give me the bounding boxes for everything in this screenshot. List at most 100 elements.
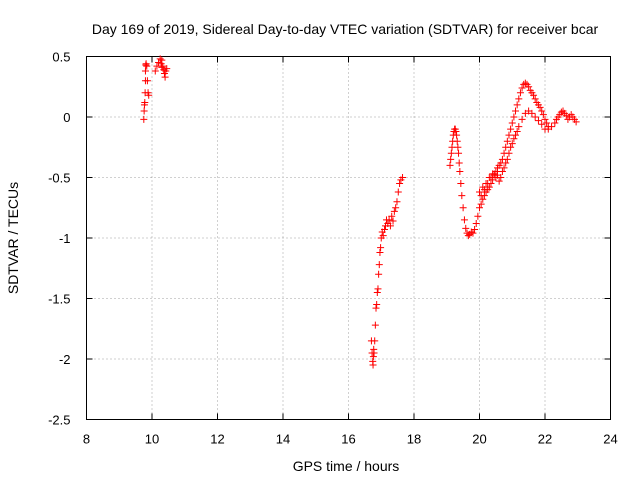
y-tick-label: -2 [59, 352, 71, 367]
axis-ticks: 8 10 12 14 16 18 20 22 24 0.5 0 -0.5 -1 -1.5 -2 -2.5 [48, 50, 618, 447]
data-point [518, 84, 526, 92]
data-point [377, 244, 385, 252]
data-point [143, 62, 151, 70]
data-point [462, 224, 470, 232]
data-point [572, 118, 580, 126]
data-point [369, 353, 377, 361]
data-point [393, 198, 401, 206]
data-point [141, 98, 149, 106]
data-point [372, 304, 380, 312]
data-point [515, 123, 523, 131]
data-point [484, 180, 492, 188]
data-point [557, 108, 565, 116]
y-tick-label: 0 [63, 110, 70, 125]
x-tick-label: 22 [538, 432, 552, 447]
data-point [515, 95, 523, 103]
data-point [156, 55, 164, 63]
data-point [512, 107, 520, 115]
x-tick-label: 14 [276, 432, 290, 447]
data-point [388, 212, 396, 220]
data-point [447, 155, 455, 163]
data-point [371, 321, 379, 329]
y-tick-label: -2.5 [48, 413, 70, 428]
data-point [392, 204, 400, 212]
data-point [158, 56, 166, 64]
data-point [452, 128, 460, 136]
data-point [513, 101, 521, 109]
data-point [525, 83, 533, 91]
data-point [469, 229, 477, 237]
data-point [385, 216, 393, 224]
data-point [143, 77, 151, 85]
data-point [375, 270, 383, 278]
data-point [539, 111, 547, 119]
data-point [508, 140, 516, 148]
data-point [386, 222, 394, 230]
data-point [507, 143, 515, 151]
data-point [390, 207, 398, 215]
data-point [500, 164, 508, 172]
data-point [455, 159, 463, 167]
y-tick-label: -1.5 [48, 292, 70, 307]
data-point [487, 174, 495, 181]
x-tick-label: 20 [472, 432, 486, 447]
data-point [543, 119, 551, 127]
data-point [369, 361, 377, 369]
data-point [531, 113, 539, 121]
data-point [534, 117, 542, 125]
y-tick-label: -0.5 [48, 171, 70, 186]
data-points [140, 55, 580, 369]
data-point [508, 119, 516, 127]
data-point [510, 135, 518, 143]
data-point [512, 131, 520, 139]
data-point [373, 301, 381, 309]
data-point [518, 115, 526, 123]
data-point [453, 137, 461, 145]
data-point [536, 103, 544, 111]
data-point [495, 177, 503, 185]
data-point [503, 155, 511, 163]
data-point [145, 91, 153, 99]
data-point [548, 123, 556, 131]
data-point [541, 115, 549, 123]
data-point [474, 212, 482, 220]
data-point [453, 131, 461, 139]
data-point [476, 204, 483, 212]
data-point [381, 226, 389, 234]
data-point [505, 131, 513, 139]
data-point [485, 183, 493, 191]
data-point [530, 91, 538, 99]
data-point [460, 216, 468, 224]
data-point [497, 174, 505, 181]
data-point [472, 219, 480, 227]
data-point [153, 62, 161, 70]
data-point [158, 63, 166, 71]
chart-title: Day 169 of 2019, Sidereal Day-to-day VTE… [92, 21, 599, 37]
data-point [399, 174, 407, 181]
data-point [490, 170, 498, 178]
data-point [513, 128, 521, 136]
data-point [551, 119, 559, 127]
data-point [371, 337, 379, 345]
data-point [502, 159, 510, 167]
data-point [562, 112, 570, 120]
data-point [394, 188, 402, 196]
x-tick-label: 16 [341, 432, 355, 447]
data-point [538, 107, 546, 115]
data-point [458, 192, 466, 200]
data-point [447, 149, 455, 157]
data-point [507, 125, 515, 133]
x-tick-label: 12 [210, 432, 224, 447]
data-point [376, 249, 384, 257]
data-point [531, 95, 539, 103]
data-point [455, 149, 463, 157]
data-point [374, 285, 382, 293]
data-point [140, 107, 148, 115]
data-point [389, 217, 397, 225]
data-point [159, 62, 167, 70]
data-point [163, 65, 171, 73]
x-tick-label: 18 [407, 432, 421, 447]
data-point [373, 288, 381, 296]
data-point [479, 195, 487, 203]
